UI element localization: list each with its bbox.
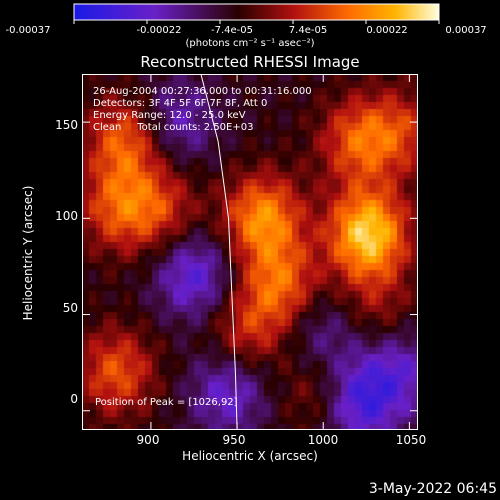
- x-tick-label: 950: [222, 433, 246, 447]
- y-tick-label: 150: [55, 118, 78, 132]
- chart-title: Reconstructed RHESSI Image: [140, 53, 360, 71]
- y-axis-label: Heliocentric Y (arcsec): [21, 185, 35, 321]
- colorbar-unit-label: (photons cm⁻² s⁻¹ asec⁻²): [185, 38, 315, 49]
- solar-limb-curve: [200, 74, 238, 430]
- peak-position-text: Position of Peak = [1026,92]: [95, 397, 238, 408]
- plot-frame: [82, 74, 418, 430]
- y-axis-ticks: [82, 121, 418, 412]
- energy-range-text: Energy Range: 12.0 - 25.0 keV: [93, 110, 246, 121]
- colorbar-tick-label: 7.4e-05: [288, 25, 328, 36]
- x-tick-label: 1000: [307, 433, 339, 447]
- y-tick-label: 100: [55, 209, 78, 223]
- x-axis-ticks: [150, 74, 410, 430]
- colorbar-tick-label: -0.00037: [5, 25, 51, 36]
- x-tick-label: 900: [136, 433, 160, 447]
- colorbar-tick-label: -7.4e-05: [211, 25, 253, 36]
- plot-area: [82, 74, 418, 430]
- y-tick-label: 0: [70, 392, 78, 406]
- x-axis-label: Heliocentric X (arcsec): [182, 449, 318, 463]
- heatmap-image: [82, 74, 418, 430]
- y-tick-label: 50: [62, 301, 78, 315]
- colorbar: [73, 3, 440, 24]
- colorbar-ticks: [73, 20, 440, 24]
- detectors-text: Detectors: 3F 4F 5F 6F 7F 8F, Att 0: [93, 98, 268, 109]
- colorbar-tick-label: -0.00022: [136, 25, 182, 36]
- clean-counts-text: Clean Total counts: 2.50E+03: [93, 122, 254, 133]
- x-tick-label: 1050: [395, 433, 427, 447]
- colorbar-tick-label: 0.00037: [445, 25, 487, 36]
- time-range-text: 26-Aug-2004 00:27:36.000 to 00:31:16.000: [93, 86, 312, 97]
- colorbar-gradient: [73, 3, 440, 21]
- colorbar-tick-label: 0.00022: [366, 25, 408, 36]
- footer-date: 3-May-2022 06:45: [368, 481, 497, 497]
